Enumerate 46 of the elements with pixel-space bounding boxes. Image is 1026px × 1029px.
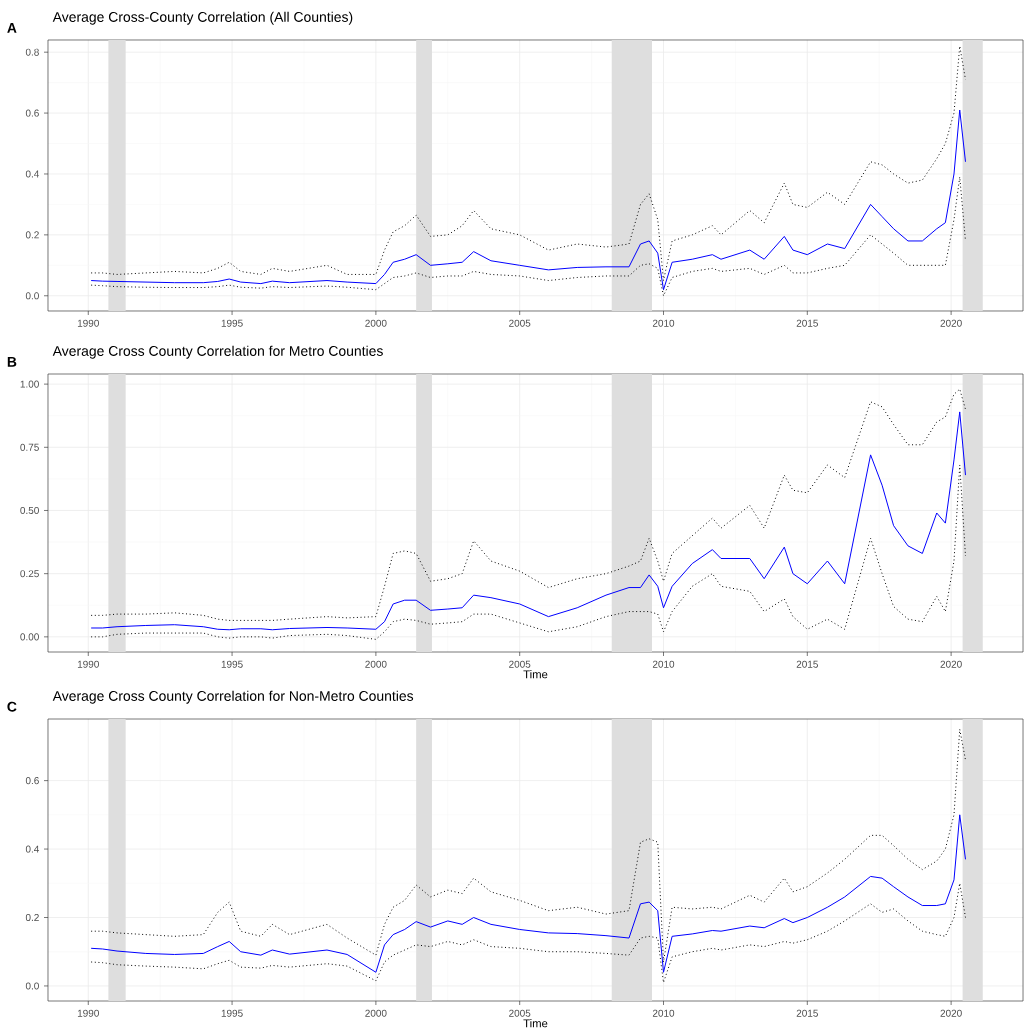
x-tick-label: 2000 [365,1009,387,1017]
x-tick-label: 2005 [509,1009,531,1017]
text: C [7,701,17,712]
x-tick-label: 2020 [940,1009,962,1017]
y-tick-label: 0.6 [25,777,39,785]
x-tick-label: 2015 [796,660,818,668]
y-tick-label: 0.25 [20,570,39,578]
x-axis-title: Time [523,1019,548,1028]
y-tick-label: 0.00 [20,633,39,641]
text: B [7,357,17,367]
y-tick-label: 0.2 [25,913,39,922]
x-axis-title: Time [523,670,548,679]
x-tick-label: 1990 [77,1009,99,1017]
x-tick-label: 2020 [940,319,962,327]
line-series [90,814,966,973]
chart-title: Average Cross County Correlation for Non-Metro Counties [52,690,414,704]
y-tick-label: 0.8 [25,48,39,56]
y-tick-label: 0.0 [25,292,39,300]
x-tick-label: 2015 [796,1009,818,1017]
x-tick-label: 1990 [77,319,99,327]
x-tick-label: 2015 [796,319,818,327]
x-tick-label: 2020 [940,660,962,668]
line-series [90,882,966,984]
y-tick-label: 0.4 [25,170,40,178]
x-tick-label: 2000 [365,319,387,327]
x-tick-label: 1990 [77,660,99,668]
text: A [7,23,17,33]
x-tick-label: 1995 [221,319,243,327]
y-tick-label: 0.75 [20,443,39,451]
chart-title: Average Cross-County Correlation (All Counties) [52,11,353,25]
y-tick-label: 0.4 [25,845,40,853]
chart-title: Average Cross County Correlation for Metro Counties [52,345,383,359]
y-tick-label: 0.50 [20,506,39,515]
x-tick-label: 2010 [652,319,675,327]
x-tick-label: 2005 [509,660,531,668]
x-tick-label: 1995 [221,660,243,668]
x-tick-label: 1995 [221,1009,243,1017]
x-tick-label: 2005 [509,319,531,327]
y-tick-label: 1.00 [20,380,39,388]
x-tick-label: 2010 [652,660,675,668]
y-tick-label: 0.2 [25,231,39,239]
x-tick-label: 2010 [652,1009,675,1017]
y-tick-label: 0.0 [25,982,39,990]
line-series [90,728,966,963]
y-tick-label: 0.6 [25,109,39,117]
x-tick-label: 2000 [365,660,387,668]
